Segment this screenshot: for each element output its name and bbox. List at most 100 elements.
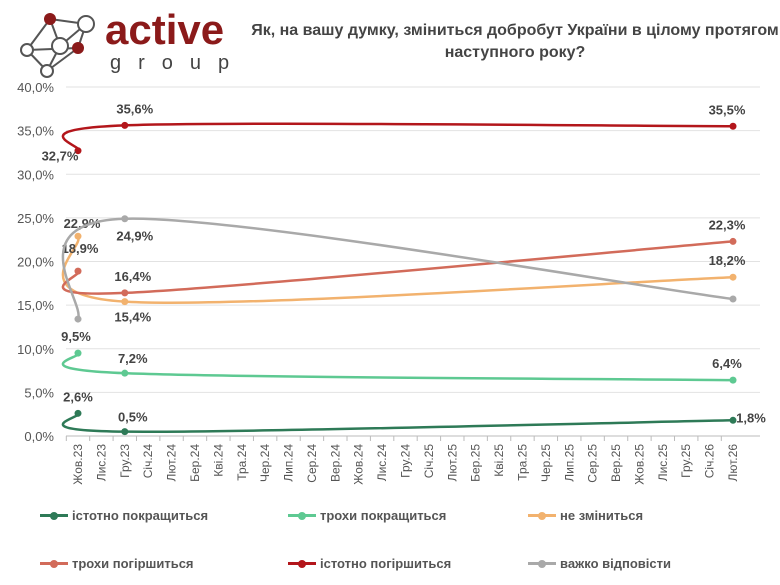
legend-swatch-icon — [288, 559, 316, 568]
data-point — [121, 289, 129, 297]
y-tick-label: 30,0% — [17, 167, 54, 182]
data-point — [121, 428, 129, 436]
legend-label: істотно погіршиться — [320, 556, 452, 571]
x-tick-label: Лис.24 — [375, 444, 389, 482]
data-label: 22,9% — [64, 216, 101, 231]
data-point — [74, 147, 82, 155]
logo-sub: group — [110, 52, 247, 74]
data-point — [729, 273, 737, 281]
x-tick-label: Січ.26 — [703, 444, 717, 479]
data-label: 18,2% — [709, 253, 746, 268]
logo-network-icon — [18, 8, 108, 85]
data-label: 9,5% — [61, 329, 91, 344]
x-tick-label: Сер.25 — [586, 444, 600, 483]
data-label: 18,9% — [62, 241, 99, 256]
series-line — [61, 217, 734, 320]
x-tick-label: Тра.25 — [515, 444, 529, 481]
x-tick-label: Січ.25 — [422, 444, 436, 479]
x-tick-label: Жов.24 — [352, 444, 366, 485]
data-point — [74, 232, 82, 240]
legend-swatch-icon — [528, 559, 556, 568]
x-tick-label: Січ.24 — [141, 444, 155, 479]
logo-brand: active — [105, 6, 225, 53]
legend-label: трохи погіршиться — [72, 556, 194, 571]
x-tick-label: Гру.25 — [679, 444, 693, 478]
data-point — [729, 416, 737, 424]
data-point — [74, 267, 82, 275]
data-point — [729, 295, 737, 303]
legend-swatch-icon — [40, 559, 68, 568]
data-label: 1,8% — [736, 410, 766, 425]
x-tick-label: Чер.24 — [258, 444, 272, 482]
data-point — [729, 376, 737, 384]
y-tick-label: 0,0% — [24, 429, 54, 444]
y-tick-label: 25,0% — [17, 211, 54, 226]
legend-label: істотно покращиться — [72, 508, 209, 523]
y-tick-label: 20,0% — [17, 255, 54, 270]
legend-item: істотно покращиться — [40, 508, 208, 523]
data-label: 15,4% — [114, 310, 151, 325]
x-tick-label: Кві.25 — [492, 444, 506, 477]
x-tick-label: Лют.24 — [165, 444, 179, 482]
data-label: 6,4% — [712, 356, 742, 371]
legend-item: трохи погіршиться — [40, 556, 194, 571]
legend-label: трохи покращиться — [320, 508, 447, 523]
legend-item: важко відповісти — [528, 556, 671, 571]
data-point — [121, 215, 129, 223]
legend-label: важко відповісти — [560, 556, 671, 571]
data-point — [74, 349, 82, 357]
series-line — [61, 412, 734, 433]
data-label: 16,4% — [114, 269, 151, 284]
data-label: 35,6% — [116, 101, 153, 116]
data-label: 2,6% — [63, 389, 93, 404]
y-tick-label: 35,0% — [17, 124, 54, 139]
data-point — [121, 121, 129, 129]
legend-swatch-icon — [528, 511, 556, 520]
data-point — [729, 237, 737, 245]
x-tick-label: Тра.24 — [235, 444, 249, 481]
data-label: 24,9% — [116, 229, 153, 244]
x-tick-label: Лют.26 — [726, 444, 740, 482]
data-label: 35,5% — [709, 102, 746, 117]
y-tick-label: 5,0% — [24, 385, 54, 400]
legend-swatch-icon — [40, 511, 68, 520]
series-line — [61, 235, 734, 304]
x-tick-label: Чер.25 — [539, 444, 553, 482]
x-tick-label: Бер.24 — [188, 444, 202, 482]
chart-title: Як, на вашу думку, зміниться добробут Ук… — [251, 22, 779, 61]
series-line — [61, 122, 734, 152]
x-tick-label: Жов.25 — [632, 444, 646, 485]
x-tick-label: Кві.24 — [211, 444, 225, 477]
data-point — [121, 369, 129, 377]
legend-item: не зміниться — [528, 508, 643, 523]
legend-item: трохи покращиться — [288, 508, 446, 523]
data-label: 7,2% — [118, 351, 148, 366]
legend-item: істотно погіршиться — [288, 556, 451, 571]
data-label: 32,7% — [42, 149, 79, 164]
y-tick-label: 10,0% — [17, 342, 54, 357]
x-tick-label: Сер.24 — [305, 444, 319, 483]
x-tick-label: Лис.23 — [94, 444, 108, 482]
x-tick-label: Лют.25 — [445, 444, 459, 482]
x-tick-label: Жов.23 — [71, 444, 85, 485]
x-tick-label: Бер.25 — [469, 444, 483, 482]
data-point — [121, 298, 129, 306]
x-tick-label: Лип.25 — [562, 444, 576, 482]
data-label: 22,3% — [709, 217, 746, 232]
legend-swatch-icon — [288, 511, 316, 520]
series-line — [61, 240, 734, 295]
x-tick-label: Лип.24 — [282, 444, 296, 482]
x-tick-label: Вер.25 — [609, 444, 623, 482]
data-label: 0,5% — [118, 410, 148, 425]
data-point — [74, 409, 82, 417]
series-line — [61, 351, 734, 382]
y-tick-label: 15,0% — [17, 298, 54, 313]
x-tick-label: Вер.24 — [328, 444, 342, 482]
legend-label: не зміниться — [560, 508, 644, 523]
x-tick-label: Гру.23 — [118, 444, 132, 478]
x-tick-label: Гру.24 — [399, 444, 413, 478]
x-tick-label: Лис.25 — [656, 444, 670, 482]
data-point — [729, 122, 737, 130]
